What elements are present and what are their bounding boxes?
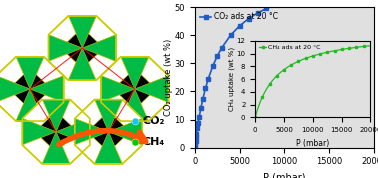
CH₄ ads at 20 °C: [368, 45, 373, 47]
CO₂ ads at 20 °C: [196, 121, 201, 124]
Polygon shape: [22, 100, 50, 126]
Line: CO₂ ads at 20 °C: CO₂ ads at 20 °C: [192, 0, 376, 148]
Polygon shape: [135, 76, 169, 102]
Polygon shape: [0, 95, 24, 121]
Text: CO₂: CO₂: [142, 116, 164, 126]
CO₂ ads at 20 °C: [255, 12, 260, 14]
Polygon shape: [42, 132, 70, 164]
CO₂ ads at 20 °C: [210, 66, 215, 68]
Polygon shape: [115, 100, 142, 126]
Polygon shape: [88, 54, 116, 80]
Y-axis label: CH₄ uptake (wt %): CH₄ uptake (wt %): [229, 47, 235, 111]
FancyArrowPatch shape: [59, 130, 146, 145]
Polygon shape: [62, 138, 90, 164]
Polygon shape: [68, 48, 96, 80]
Polygon shape: [94, 100, 122, 132]
Polygon shape: [68, 16, 96, 48]
CH₄ ads at 20 °C: [337, 49, 341, 51]
Polygon shape: [75, 138, 102, 164]
CO₂ ads at 20 °C: [228, 34, 233, 36]
Polygon shape: [49, 16, 116, 80]
Y-axis label: CO₂ uptake (wt %): CO₂ uptake (wt %): [164, 39, 173, 116]
CO₂ ads at 20 °C: [282, 0, 287, 2]
Polygon shape: [30, 76, 64, 102]
CH₄ ads at 20 °C: [325, 51, 330, 53]
CO₂ ads at 20 °C: [194, 133, 199, 135]
Polygon shape: [49, 35, 82, 61]
Polygon shape: [22, 100, 90, 164]
CO₂ ads at 20 °C: [203, 87, 208, 90]
CO₂ ads at 20 °C: [193, 142, 197, 145]
Polygon shape: [49, 54, 76, 80]
Polygon shape: [22, 138, 50, 164]
Polygon shape: [16, 57, 44, 89]
CO₂ ads at 20 °C: [264, 7, 269, 10]
CO₂ ads at 20 °C: [197, 116, 201, 118]
Text: CH₄: CH₄: [142, 137, 164, 147]
Polygon shape: [42, 100, 70, 132]
Polygon shape: [0, 57, 24, 83]
Polygon shape: [22, 118, 56, 145]
Polygon shape: [36, 95, 64, 121]
CO₂ ads at 20 °C: [237, 25, 242, 27]
CO₂ ads at 20 °C: [215, 55, 219, 57]
Polygon shape: [82, 35, 116, 61]
Polygon shape: [141, 95, 169, 121]
Polygon shape: [101, 76, 135, 102]
CO₂ ads at 20 °C: [219, 47, 224, 49]
Polygon shape: [101, 95, 129, 121]
Polygon shape: [36, 57, 64, 83]
CO₂ ads at 20 °C: [200, 98, 205, 100]
CO₂ ads at 20 °C: [194, 136, 198, 138]
Polygon shape: [49, 16, 76, 42]
Polygon shape: [94, 132, 122, 164]
CO₂ ads at 20 °C: [199, 107, 203, 109]
CO₂ ads at 20 °C: [193, 140, 198, 142]
Polygon shape: [115, 138, 142, 164]
CH₄ ads at 20 °C: [336, 49, 341, 51]
CH₄ ads at 20 °C: [253, 116, 257, 119]
CH₄ ads at 20 °C: [267, 84, 271, 86]
Polygon shape: [121, 89, 149, 121]
Polygon shape: [75, 118, 108, 145]
Polygon shape: [0, 57, 64, 121]
Polygon shape: [121, 57, 149, 89]
CO₂ ads at 20 °C: [206, 78, 211, 80]
Polygon shape: [75, 100, 102, 126]
CO₂ ads at 20 °C: [195, 127, 200, 129]
Polygon shape: [56, 118, 90, 145]
Legend: CH₄ ads at 20 °C: CH₄ ads at 20 °C: [258, 44, 321, 51]
Polygon shape: [108, 118, 142, 145]
Legend: CO₂ ads at 20 °C: CO₂ ads at 20 °C: [198, 11, 279, 23]
CO₂ ads at 20 °C: [246, 18, 251, 20]
Polygon shape: [88, 16, 116, 42]
CH₄ ads at 20 °C: [299, 59, 303, 61]
Line: CH₄ ads at 20 °C: CH₄ ads at 20 °C: [254, 44, 372, 119]
Polygon shape: [0, 76, 30, 102]
Polygon shape: [101, 57, 169, 121]
X-axis label: P (mbar): P (mbar): [263, 172, 306, 178]
Polygon shape: [62, 100, 90, 126]
Polygon shape: [16, 89, 44, 121]
CO₂ ads at 20 °C: [193, 145, 197, 147]
CH₄ ads at 20 °C: [290, 63, 295, 65]
Polygon shape: [75, 100, 142, 164]
X-axis label: P (mbar): P (mbar): [296, 139, 329, 148]
Polygon shape: [101, 57, 129, 83]
Polygon shape: [141, 57, 169, 83]
